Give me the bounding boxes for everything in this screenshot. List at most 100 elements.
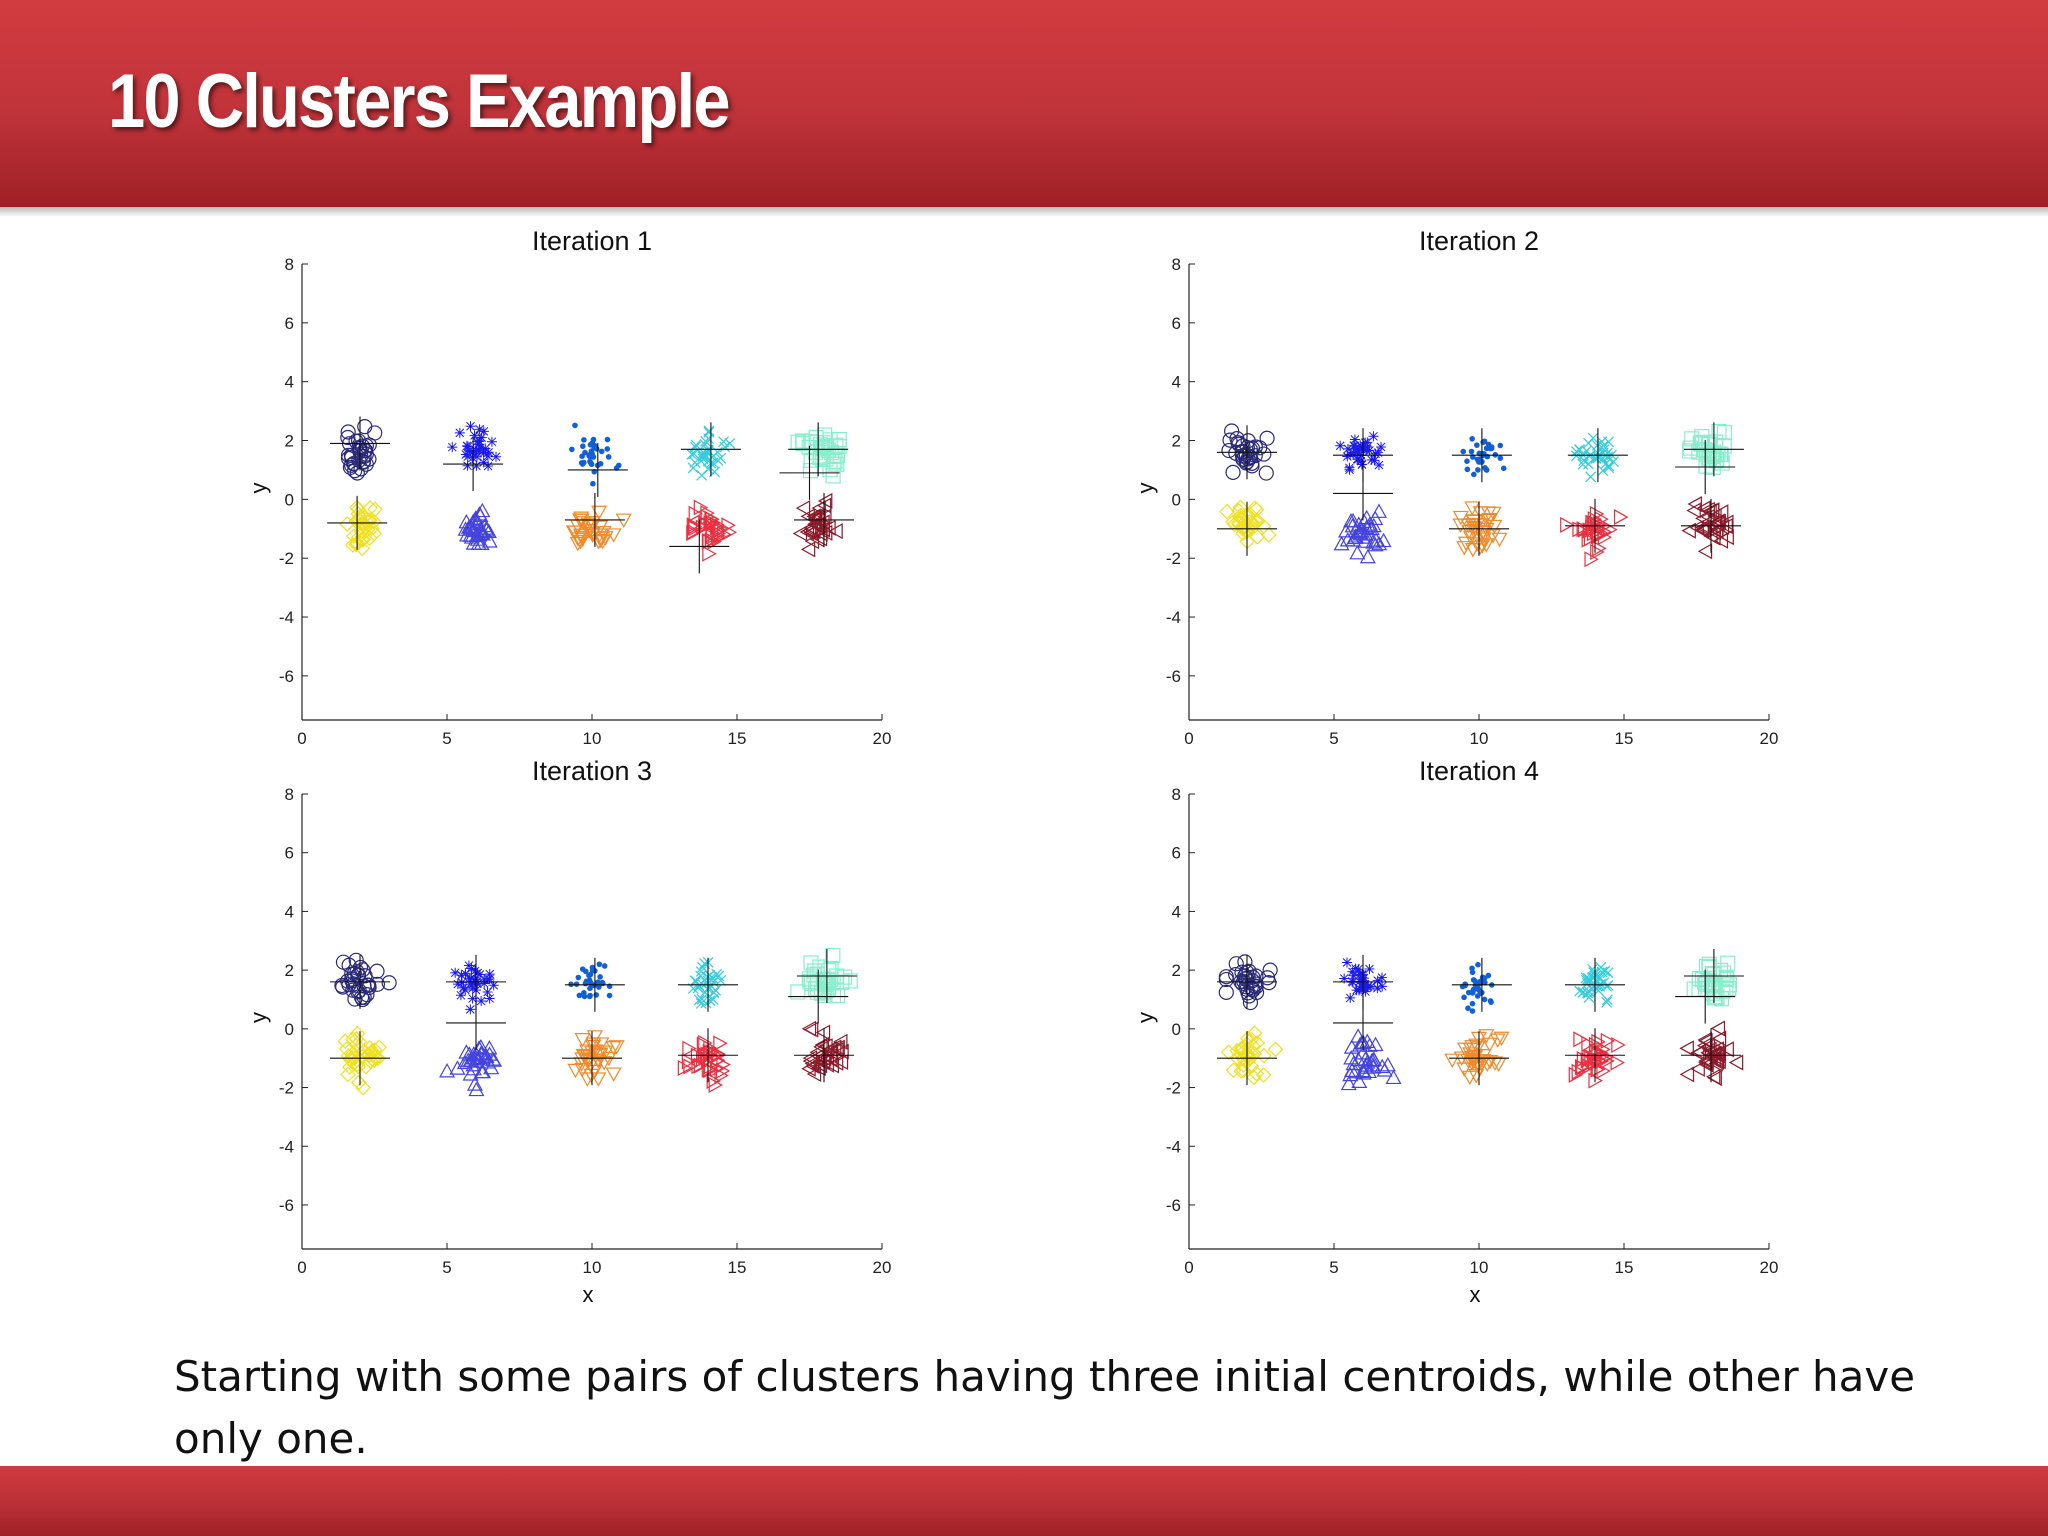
point-star (455, 990, 466, 1001)
header-bar (0, 0, 2048, 207)
y-axis-label: y (1133, 1012, 1158, 1023)
point-x (1580, 974, 1592, 986)
point-triangle-left (800, 541, 816, 558)
point-triangle-down (1478, 522, 1495, 538)
point-star (1345, 992, 1356, 1003)
point-star (1353, 454, 1364, 465)
point-diamond (366, 525, 383, 542)
point-diamond (1233, 1063, 1250, 1079)
point-star (1372, 975, 1383, 986)
point-star (469, 430, 480, 441)
point-triangle-left (830, 1039, 845, 1056)
point-diamond (346, 1050, 363, 1066)
point-diamond (1256, 1047, 1272, 1064)
point-triangle-right (1584, 551, 1599, 568)
cluster-triangle-up (1340, 1028, 1402, 1091)
point-triangle-down (591, 505, 608, 521)
point-diamond (1231, 516, 1247, 533)
centroid-marker (794, 1028, 854, 1083)
point-circle (1245, 969, 1261, 985)
point-star (467, 452, 478, 463)
y-tick-label: 8 (1172, 785, 1181, 804)
point-star (1348, 970, 1359, 981)
centroid-marker (1217, 954, 1277, 1009)
point-diamond (344, 1031, 361, 1048)
point-triangle-down (573, 530, 590, 546)
point-star (484, 969, 495, 980)
point-x (1578, 454, 1590, 466)
point-star (1342, 443, 1353, 454)
point-star (483, 461, 494, 472)
cluster-circle (334, 952, 397, 1008)
point-star (474, 436, 485, 447)
point-triangle-up (481, 533, 498, 548)
y-tick-label: -4 (279, 608, 294, 627)
point-dot (1497, 455, 1504, 461)
slide-caption: Starting with some pairs of clusters hav… (174, 1352, 1916, 1463)
point-star (1368, 431, 1379, 442)
point-square (806, 967, 822, 983)
cluster-star (447, 421, 502, 472)
point-diamond (348, 535, 365, 552)
point-triangle-down (1472, 506, 1489, 521)
centroid-marker (1449, 1031, 1509, 1086)
point-star (1376, 972, 1387, 983)
point-star (1372, 983, 1383, 994)
point-triangle-down (567, 1063, 584, 1079)
point-triangle-down (581, 1053, 598, 1068)
point-dot (575, 974, 582, 981)
point-triangle-up (1340, 1075, 1357, 1091)
point-square (790, 434, 806, 450)
point-triangle-up (467, 510, 484, 525)
point-triangle-up (1349, 544, 1366, 560)
point-triangle-left (1710, 1020, 1726, 1037)
centroid-marker (788, 422, 849, 477)
point-triangle-right (1593, 515, 1608, 532)
y-tick-label: 2 (1172, 961, 1181, 980)
point-diamond (350, 1074, 367, 1091)
point-star (465, 1004, 476, 1015)
point-diamond (1232, 499, 1249, 516)
point-triangle-right (706, 1072, 721, 1089)
cluster-diamond (339, 499, 383, 557)
point-circle (1237, 954, 1253, 970)
point-square (1694, 971, 1711, 988)
point-star (478, 445, 489, 456)
point-triangle-left (824, 1057, 840, 1074)
point-triangle-left (813, 1038, 828, 1055)
y-tick-label: -2 (1166, 1079, 1181, 1098)
cluster-triangle-left (1679, 1020, 1744, 1087)
point-triangle-left (828, 523, 843, 540)
point-star (456, 977, 467, 988)
point-circle (1228, 445, 1244, 461)
point-triangle-down (590, 1072, 607, 1087)
point-star (1353, 964, 1364, 975)
y-tick-label: -6 (279, 1196, 294, 1215)
centroid-marker (1565, 1028, 1625, 1083)
point-circle (1259, 970, 1276, 986)
x-tick-label: 10 (1470, 1258, 1489, 1277)
point-triangle-up (1356, 513, 1373, 528)
point-triangle-down (1460, 1053, 1477, 1069)
point-circle (1245, 982, 1261, 998)
point-star (1361, 445, 1372, 456)
point-diamond (345, 1055, 362, 1072)
point-star (1351, 985, 1362, 996)
point-dot (1475, 985, 1481, 992)
point-triangle-down (1489, 1033, 1506, 1048)
point-triangle-down (579, 1072, 596, 1087)
point-triangle-left (1679, 1066, 1695, 1083)
point-triangle-down (593, 1037, 610, 1052)
point-circle (340, 429, 356, 446)
centroid-marker (1565, 498, 1625, 553)
point-dot (595, 979, 601, 986)
point-square (790, 984, 806, 1000)
point-triangle-down (1461, 1070, 1478, 1086)
point-star (1350, 963, 1361, 974)
point-star (1349, 434, 1360, 445)
point-dot (573, 981, 580, 987)
point-star (1373, 447, 1384, 458)
chart-title: Iteration 3 (532, 756, 652, 786)
point-x (1602, 451, 1614, 463)
point-triangle-down (1452, 510, 1469, 526)
